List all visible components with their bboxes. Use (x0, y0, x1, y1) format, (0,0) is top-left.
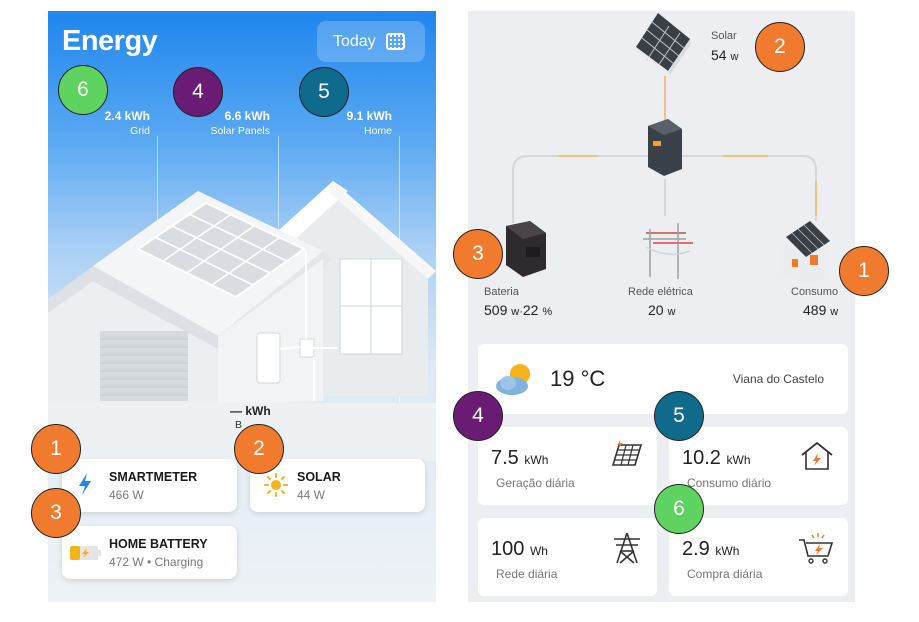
grid-label: Rede elétrica (628, 286, 693, 298)
energy-flow-diagram (506, 13, 830, 283)
grid-value: 20 w (648, 302, 675, 318)
consumption-value-number: 489 (803, 302, 827, 318)
annotation-badge-5: 5 (654, 391, 704, 441)
cart-icon (799, 533, 834, 564)
page-title: Energy (62, 25, 158, 57)
card-subtitle: 472 W • Charging (109, 555, 204, 569)
tile-label: Geração diária (496, 476, 575, 490)
tile-value-unit: kWh (715, 544, 740, 558)
stat-label: Home (363, 125, 392, 137)
card-title: SMARTMETER (109, 470, 198, 484)
tile-value: 10.2 kWh (682, 447, 751, 470)
consumption-value: 489 w (803, 302, 838, 318)
consumption-value-unit: w (830, 306, 839, 318)
card-title: HOME BATTERY (109, 537, 208, 551)
stat-value: 6.6 kWh (224, 109, 270, 123)
battery-icon (70, 546, 101, 560)
house-illustration (48, 181, 436, 461)
stat-label: Solar Panels (210, 125, 270, 137)
lightning-icon (79, 473, 91, 495)
consumption-label: Consumo (791, 286, 839, 298)
partly-cloudy-icon (496, 364, 530, 395)
solar-label: Solar (711, 30, 737, 42)
stat-value: 9.1 kWh (346, 109, 392, 123)
daily-grid-tile[interactable]: 100 Wh Rede diária (478, 518, 657, 596)
stat-grid: 2.4 kWh Grid (105, 109, 150, 137)
annotation-badge-2: 2 (234, 424, 284, 474)
grid-pylon-icon (643, 223, 693, 279)
smartmeter-card[interactable]: SMARTMETER 466 W (62, 459, 237, 512)
daily-consumption-tile[interactable]: 10.2 kWh Consumo diário (669, 427, 848, 505)
battery-separator: · (519, 306, 523, 318)
tile-value-number: 100 (491, 538, 525, 560)
stat-home: 9.1 kWh Home (347, 109, 392, 137)
battery-stat-value: — kWh (230, 404, 271, 418)
card-subtitle: 466 W (109, 488, 144, 502)
stat-solar-panels: 6.6 kWh Solar Panels (210, 109, 270, 137)
card-title: SOLAR (297, 470, 341, 484)
annotation-badge-1: 1 (31, 424, 81, 474)
sun-icon (264, 473, 288, 497)
battery-icon (506, 221, 546, 277)
annotation-badge-6: 6 (654, 484, 704, 534)
tile-value-number: 10.2 (682, 447, 721, 469)
tile-label: Rede diária (496, 567, 558, 581)
annotation-badge-4: 4 (173, 67, 223, 117)
annotation-badge-5: 5 (299, 67, 349, 117)
annotation-badge-3: 3 (453, 229, 503, 279)
tile-label: Consumo diário (687, 476, 772, 490)
energy-app-panel: Energy Today 2.4 kWh Grid 6.6 kWh Solar … (48, 11, 436, 602)
daily-purchase-tile[interactable]: 2.9 kWh Compra diária (669, 518, 848, 596)
battery-percent-unit: % (542, 306, 553, 318)
tile-value-unit: kWh (726, 453, 751, 467)
grid-value-number: 20 (648, 302, 664, 318)
tile-value-number: 2.9 (682, 538, 710, 560)
solar-value-number: 54 (711, 47, 727, 63)
battery-watts: 509 (484, 302, 508, 318)
solar-value-unit: w (730, 51, 739, 63)
location: Viana do Castelo (732, 372, 824, 386)
tile-value: 7.5 kWh (491, 447, 548, 470)
card-subtitle: 44 W (297, 488, 326, 502)
annotation-badge-6: 6 (58, 65, 108, 115)
consumption-house-icon (780, 221, 830, 283)
stat-value: 2.4 kWh (104, 109, 150, 123)
annotation-badge-1: 1 (839, 246, 889, 296)
battery-percent: 22 (522, 302, 539, 318)
annotation-badge-4: 4 (453, 391, 503, 441)
today-label: Today (333, 32, 376, 50)
grid-value-unit: w (667, 306, 676, 318)
annotation-badge-3: 3 (31, 488, 81, 538)
inverter-icon (648, 119, 682, 176)
tile-value-unit: kWh (524, 453, 549, 467)
house-icon (801, 441, 833, 470)
daily-generation-tile[interactable]: 7.5 kWh Geração diária (478, 427, 657, 505)
tile-value-number: 7.5 (491, 447, 519, 469)
solar-value: 54 w (711, 47, 738, 63)
annotation-badge-2: 2 (755, 22, 805, 72)
battery-stat-label: B (235, 419, 243, 431)
solar-panel-icon (636, 13, 691, 75)
temperature: 19 °C (550, 366, 606, 391)
tile-value: 100 Wh (491, 538, 548, 561)
tile-label: Compra diária (687, 567, 763, 581)
calendar-icon (385, 33, 405, 50)
today-button[interactable]: Today (317, 21, 425, 62)
tile-value: 2.9 kWh (682, 538, 739, 561)
solar-card[interactable]: SOLAR 44 W (250, 459, 425, 512)
solar-panel-icon (611, 441, 643, 466)
battery-watts-unit: w (511, 306, 520, 318)
stat-label: Grid (130, 125, 150, 137)
home-battery-card[interactable]: HOME BATTERY 472 W • Charging (62, 526, 237, 579)
battery-label: Bateria (484, 286, 519, 298)
tile-value-unit: Wh (529, 544, 548, 558)
pylon-icon (614, 532, 640, 564)
battery-value: 509 w·22 % (484, 302, 552, 318)
